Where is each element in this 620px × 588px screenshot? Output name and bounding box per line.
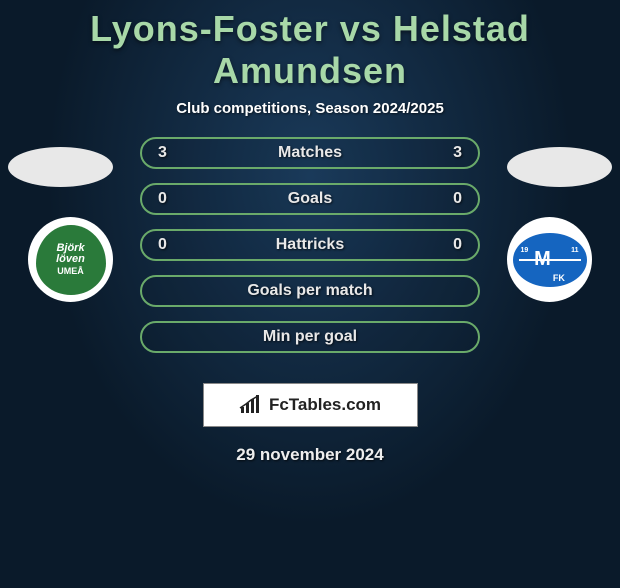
- stat-row-goals: 0 Goals 0: [140, 183, 480, 215]
- stat-row-hattricks: 0 Hattricks 0: [140, 229, 480, 261]
- stat-value-right: 3: [432, 144, 462, 162]
- crest-year: 11: [571, 247, 578, 254]
- stat-label: Goals: [188, 190, 432, 208]
- stat-label: Min per goal: [188, 328, 432, 346]
- chart-icon: [239, 395, 263, 415]
- player-silhouette-left: [8, 147, 113, 187]
- club-badge-right: 19 M FK 11: [507, 217, 592, 302]
- date-text: 29 november 2024: [0, 445, 620, 465]
- club-badge-left: Björk löven UMEÅ: [28, 217, 113, 302]
- stat-value-right: 0: [432, 190, 462, 208]
- player-silhouette-right: [507, 147, 612, 187]
- stat-value-left: 3: [158, 144, 188, 162]
- stat-label: Goals per match: [188, 282, 432, 300]
- stat-row-goals-per-match: Goals per match: [140, 275, 480, 307]
- stat-label: Matches: [188, 144, 432, 162]
- crest-year: 19: [521, 247, 529, 254]
- club-crest-left: Björk löven UMEÅ: [36, 225, 106, 295]
- crest-letter: M: [534, 248, 551, 271]
- stat-rows: 3 Matches 3 0 Goals 0 0 Hattricks 0 Goal…: [140, 137, 480, 367]
- stat-row-min-per-goal: Min per goal: [140, 321, 480, 353]
- brand-box: FcTables.com: [203, 383, 418, 427]
- page-title: Lyons-Foster vs Helstad Amundsen: [0, 8, 620, 92]
- crest-text: löven: [56, 254, 85, 265]
- comparison-area: Björk löven UMEÅ 19 M FK 11 3 Matches 3 …: [0, 137, 620, 377]
- stat-value-right: 0: [432, 236, 462, 254]
- subtitle: Club competitions, Season 2024/2025: [0, 100, 620, 117]
- stat-value-left: 0: [158, 236, 188, 254]
- stat-row-matches: 3 Matches 3: [140, 137, 480, 169]
- crest-suffix: FK: [553, 273, 565, 283]
- crest-text: UMEÅ: [57, 267, 84, 276]
- stat-value-left: 0: [158, 190, 188, 208]
- stat-label: Hattricks: [188, 236, 432, 254]
- brand-text: FcTables.com: [269, 395, 381, 415]
- club-crest-right: 19 M FK 11: [510, 230, 590, 290]
